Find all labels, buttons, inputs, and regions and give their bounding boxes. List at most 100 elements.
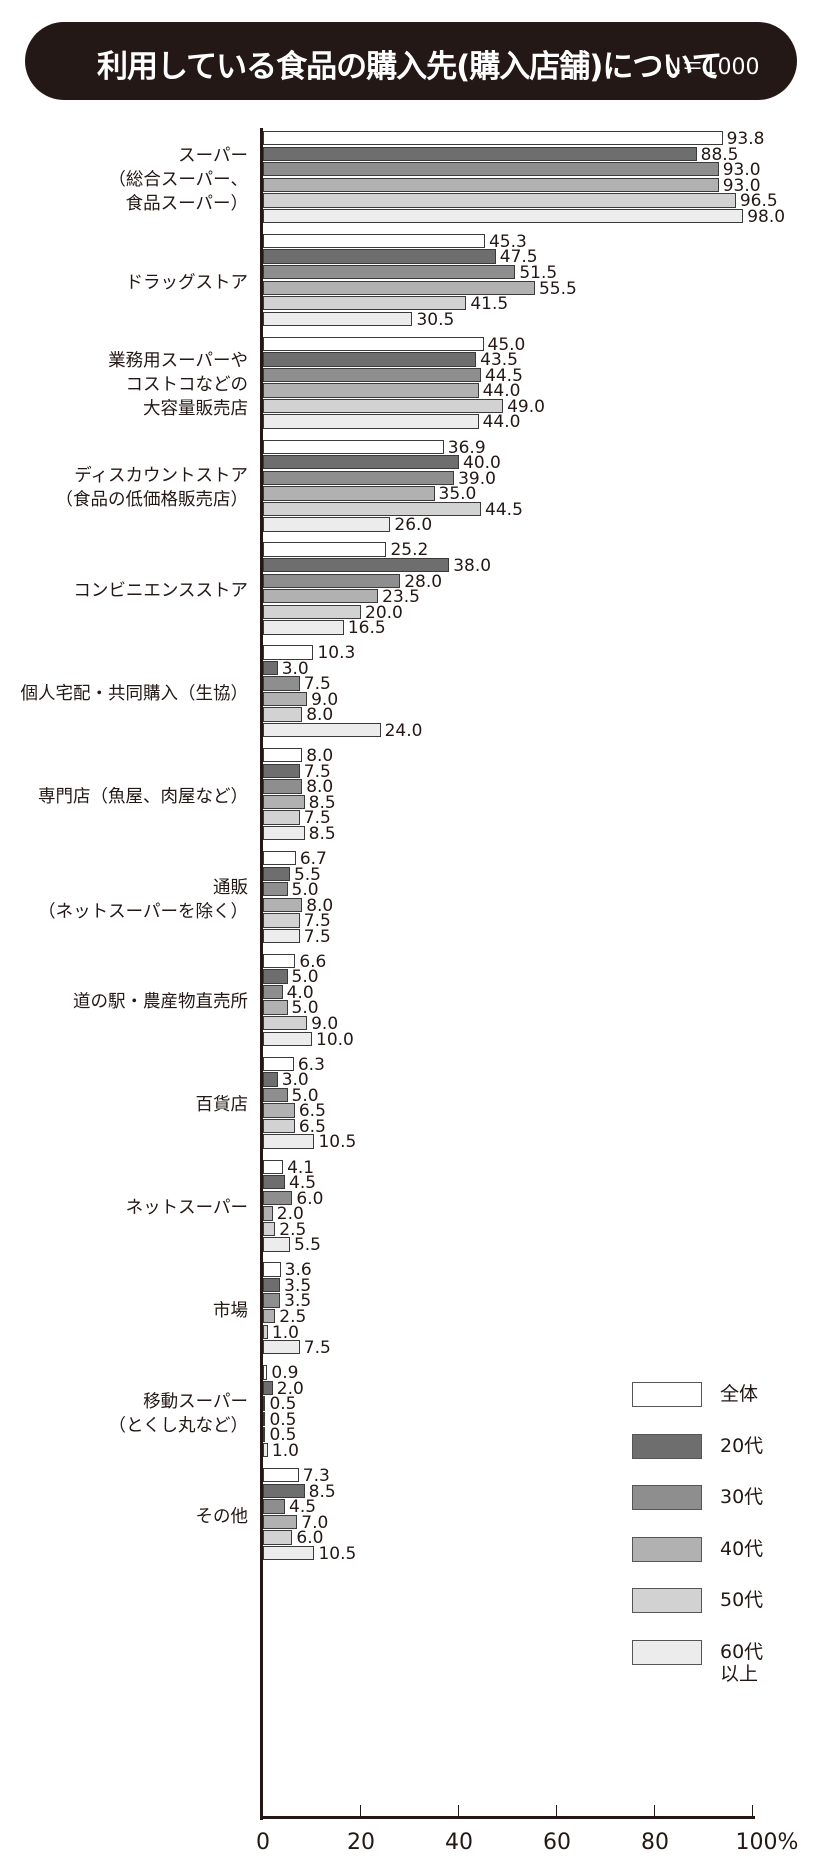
value-label: 41.5 — [470, 294, 509, 315]
bar — [263, 486, 435, 501]
category-label: ネットスーパー — [125, 1198, 248, 1219]
bar — [263, 660, 278, 676]
value-label: 43.5 — [480, 350, 518, 371]
category-label: 市場 — [213, 1301, 248, 1321]
value-label: 6.0 — [296, 1528, 324, 1549]
category-label: スーパー （総合スーパー、 食品スーパー） — [108, 145, 248, 214]
bar — [263, 573, 401, 588]
value-label: 40.0 — [463, 453, 501, 474]
legend-label: 30代 — [720, 1486, 764, 1509]
bar — [263, 645, 314, 660]
bar — [263, 501, 482, 517]
bar — [263, 470, 455, 486]
value-label: 6.7 — [299, 848, 327, 869]
bar — [263, 249, 496, 264]
value-label: 98.0 — [747, 206, 786, 227]
bar — [263, 1324, 268, 1339]
value-label: 7.5 — [303, 1338, 331, 1359]
value-label: 0.5 — [269, 1425, 297, 1446]
value-label: 2.0 — [276, 1378, 304, 1399]
value-label: 8.0 — [306, 705, 334, 726]
value-label: 93.8 — [726, 129, 765, 149]
bar — [263, 1499, 286, 1514]
category-label: ドラッグストア — [125, 272, 249, 293]
bar — [263, 1483, 305, 1498]
bar — [263, 193, 736, 208]
x-tick-label: 100% — [735, 1830, 799, 1855]
value-label: 8.5 — [308, 823, 336, 844]
bar — [263, 1277, 281, 1293]
value-label: 7.3 — [302, 1466, 330, 1487]
bar — [263, 233, 485, 249]
bar — [263, 1411, 266, 1427]
value-label: 5.0 — [291, 880, 319, 901]
bar — [263, 1530, 293, 1545]
value-label: 3.0 — [281, 1070, 309, 1091]
bar — [263, 897, 303, 912]
value-label: 44.0 — [482, 381, 521, 402]
bar — [263, 1118, 295, 1134]
bar — [263, 264, 516, 280]
x-axis-line — [260, 1816, 755, 1819]
bar — [263, 1159, 284, 1174]
value-label: 3.0 — [281, 658, 309, 679]
bar — [263, 1016, 308, 1031]
legend-label: 40代 — [720, 1537, 764, 1560]
value-label: 1.0 — [271, 1440, 299, 1461]
value-label: 96.5 — [739, 191, 778, 212]
bar — [263, 557, 450, 573]
value-label: 6.5 — [298, 1116, 326, 1137]
bar — [263, 146, 697, 161]
bar — [263, 1262, 281, 1277]
value-label: 7.0 — [301, 1512, 329, 1533]
legend-label: 全体 — [720, 1383, 759, 1405]
bar — [263, 162, 719, 177]
x-tick — [654, 1805, 655, 1817]
category-label: 個人宅配・共同購入（生協） — [20, 683, 249, 704]
category-label: 専門店（魚屋、肉屋など） — [38, 786, 248, 807]
bar — [263, 1134, 315, 1149]
bar — [263, 398, 504, 414]
bar — [263, 439, 444, 454]
legend-swatch — [632, 1485, 702, 1511]
value-label: 93.0 — [722, 175, 761, 196]
category-label: その他 — [195, 1506, 249, 1527]
bar — [263, 1000, 288, 1015]
bar — [263, 1427, 266, 1442]
value-label: 6.3 — [297, 1054, 325, 1075]
value-label: 44.0 — [482, 412, 521, 433]
legend-swatch — [632, 1640, 702, 1665]
value-label: 5.0 — [291, 967, 319, 988]
value-label: 7.5 — [303, 911, 331, 932]
bar — [263, 810, 300, 825]
bar — [263, 542, 387, 557]
value-label: 44.5 — [485, 499, 523, 520]
value-label: 35.0 — [438, 484, 477, 505]
value-label: 39.0 — [458, 468, 496, 489]
category-label: 通販 （ネットスーパーを除く） — [38, 877, 248, 922]
value-label: 23.5 — [382, 587, 420, 608]
bar — [263, 882, 288, 897]
legend-label: 20代 — [720, 1434, 764, 1457]
value-label: 10.5 — [318, 1132, 357, 1153]
value-label: 45.0 — [487, 334, 526, 355]
bar — [263, 311, 413, 326]
bar — [263, 794, 305, 810]
legend-label: 50代 — [720, 1589, 764, 1612]
bar — [263, 763, 300, 779]
bar — [263, 1237, 290, 1252]
value-label: 10.0 — [316, 1029, 354, 1050]
value-label: 6.6 — [299, 951, 327, 972]
value-label: 49.0 — [507, 396, 545, 417]
bar — [263, 336, 484, 352]
legend-swatch — [632, 1536, 702, 1562]
value-label: 8.0 — [306, 777, 334, 798]
bar — [263, 1365, 268, 1380]
bar — [263, 1103, 295, 1118]
value-label: 2.5 — [279, 1307, 307, 1327]
value-label: 44.5 — [485, 365, 523, 386]
value-label: 7.5 — [303, 808, 331, 829]
x-tick — [556, 1805, 557, 1817]
bar — [263, 131, 723, 146]
bar — [263, 691, 308, 707]
